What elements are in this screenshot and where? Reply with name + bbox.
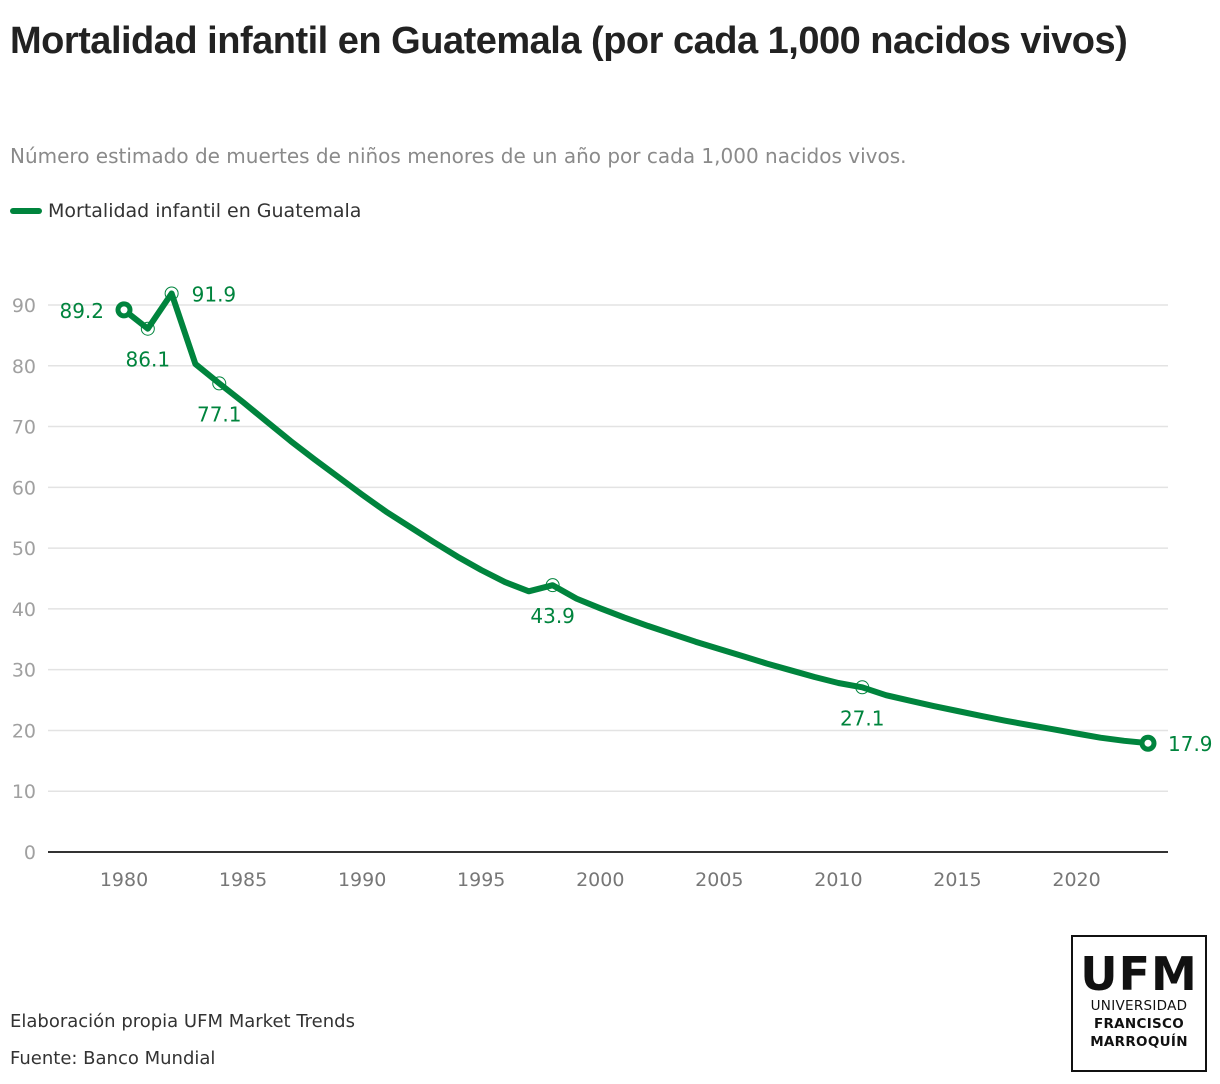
legend-label: Mortalidad infantil en Guatemala — [48, 200, 362, 222]
data-label: 89.2 — [59, 299, 104, 323]
logo-line-2: FRANCISCO — [1093, 1016, 1185, 1032]
y-tick-label: 50 — [12, 538, 36, 560]
y-tick-label: 0 — [24, 842, 36, 864]
data-label: 27.1 — [840, 706, 885, 730]
x-tick-label: 1980 — [100, 869, 148, 891]
footer-source: Fuente: Banco Mundial — [10, 1048, 216, 1069]
ufm-logo: UFM UNIVERSIDAD FRANCISCO MARROQUÍN — [1071, 935, 1207, 1072]
footer-credit: Elaboración propia UFM Market Trends — [10, 1011, 355, 1032]
endpoint-marker — [1139, 734, 1157, 752]
y-tick-label: 10 — [12, 781, 36, 803]
y-tick-label: 20 — [12, 720, 36, 742]
data-label: 43.9 — [530, 604, 575, 628]
y-tick-label: 40 — [12, 599, 36, 621]
point-marker — [164, 286, 179, 301]
x-tick-label: 2020 — [1052, 869, 1100, 891]
data-label: 91.9 — [192, 282, 237, 306]
data-label: 86.1 — [126, 348, 171, 372]
legend-swatch — [10, 208, 42, 214]
point-marker — [140, 321, 155, 336]
y-tick-label: 70 — [12, 417, 36, 439]
data-label: 77.1 — [197, 402, 242, 426]
x-tick-label: 2000 — [576, 869, 624, 891]
chart-title: Mortalidad infantil en Guatemala (por ca… — [10, 20, 1128, 62]
point-marker — [855, 680, 870, 695]
logo-acronym: UFM — [1080, 947, 1198, 1001]
series-line — [121, 290, 1151, 747]
y-tick-label: 30 — [12, 660, 36, 682]
y-tick-label: 90 — [12, 295, 36, 317]
endpoint-marker — [115, 301, 133, 319]
x-tick-label: 1995 — [457, 869, 505, 891]
x-tick-label: 2015 — [933, 869, 981, 891]
x-tick-label: 1985 — [219, 869, 267, 891]
y-tick-label: 60 — [12, 477, 36, 499]
point-marker — [545, 578, 560, 593]
x-tick-label: 2005 — [695, 869, 743, 891]
legend: Mortalidad infantil en Guatemala — [10, 200, 361, 222]
chart-subtitle: Número estimado de muertes de niños meno… — [10, 144, 907, 168]
y-tick-label: 80 — [12, 356, 36, 378]
data-label: 17.9 — [1168, 732, 1213, 756]
x-tick-label: 2010 — [814, 869, 862, 891]
logo-line-3: MARROQUÍN — [1090, 1034, 1188, 1050]
point-marker — [212, 376, 227, 391]
x-tick-label: 1990 — [338, 869, 386, 891]
logo-line-1: UNIVERSIDAD — [1090, 998, 1188, 1014]
